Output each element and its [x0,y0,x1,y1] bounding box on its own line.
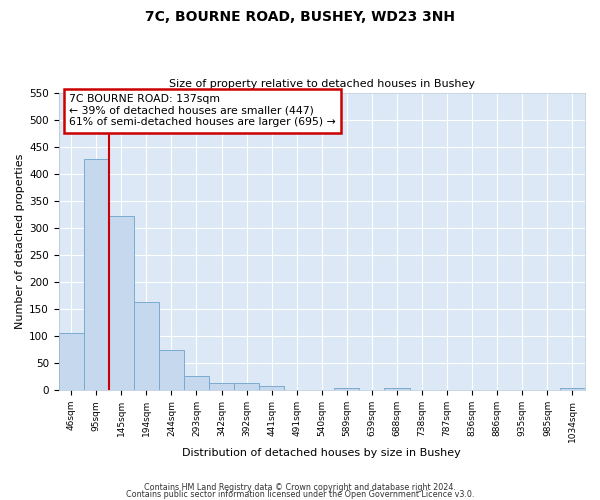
Bar [134,302,159,390]
Bar [334,388,359,390]
Bar [209,383,234,390]
Bar [560,388,585,390]
Text: Contains public sector information licensed under the Open Government Licence v3: Contains public sector information licen… [126,490,474,499]
Bar [184,376,209,390]
Text: 7C, BOURNE ROAD, BUSHEY, WD23 3NH: 7C, BOURNE ROAD, BUSHEY, WD23 3NH [145,10,455,24]
Bar [59,334,84,390]
Y-axis label: Number of detached properties: Number of detached properties [15,154,25,329]
Text: 7C BOURNE ROAD: 137sqm
← 39% of detached houses are smaller (447)
61% of semi-de: 7C BOURNE ROAD: 137sqm ← 39% of detached… [69,94,336,127]
Bar [385,388,410,390]
Bar [109,216,134,390]
Bar [84,158,109,390]
Bar [259,386,284,390]
Bar [159,350,184,390]
Bar [234,383,259,390]
Text: Contains HM Land Registry data © Crown copyright and database right 2024.: Contains HM Land Registry data © Crown c… [144,484,456,492]
Title: Size of property relative to detached houses in Bushey: Size of property relative to detached ho… [169,79,475,89]
X-axis label: Distribution of detached houses by size in Bushey: Distribution of detached houses by size … [182,448,461,458]
